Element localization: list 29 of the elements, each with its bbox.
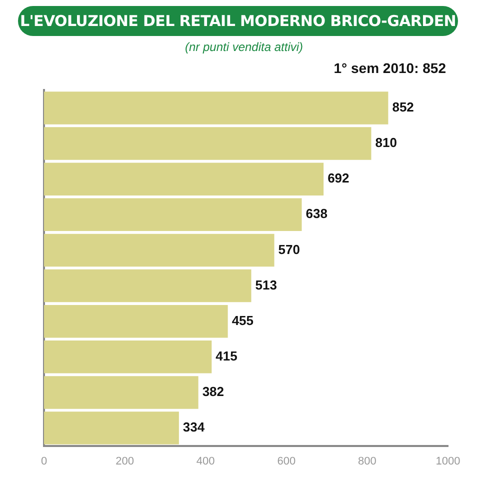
- text: 1° sem 2010: 852: [334, 60, 446, 76]
- x-tick-label: 200: [116, 455, 134, 468]
- chart-subtitle: (nr punti vendita attivi): [184, 40, 304, 54]
- x-tick-label: 1000: [436, 455, 460, 468]
- data-label: 334: [182, 420, 206, 435]
- bar: [44, 340, 212, 374]
- data-label: 810: [375, 135, 397, 150]
- chart-title: L'EVOLUZIONE DEL RETAIL MODERNO BRICO-GARDEN: [18, 6, 458, 36]
- data-label: 852: [392, 100, 414, 115]
- x-tick-label: 800: [358, 455, 376, 468]
- bar: [44, 234, 274, 267]
- bar: [44, 376, 198, 409]
- data-label: 570: [278, 242, 300, 257]
- bar: [44, 162, 324, 196]
- data-label: 513: [255, 277, 277, 292]
- data-label: 455: [232, 312, 254, 328]
- data-label: 692: [328, 170, 350, 186]
- x-tick-label: 0: [40, 455, 48, 468]
- bar: [44, 92, 388, 124]
- bar: [44, 127, 372, 160]
- bar: [44, 412, 179, 444]
- data-label: 638: [306, 206, 328, 222]
- x-tick-label: 600: [277, 455, 296, 468]
- bar: [44, 304, 228, 338]
- bar: [44, 198, 302, 232]
- bar: [44, 269, 252, 302]
- data-label: 382: [202, 384, 224, 400]
- x-tick-label: 400: [196, 455, 215, 468]
- data-label: 415: [216, 348, 238, 364]
